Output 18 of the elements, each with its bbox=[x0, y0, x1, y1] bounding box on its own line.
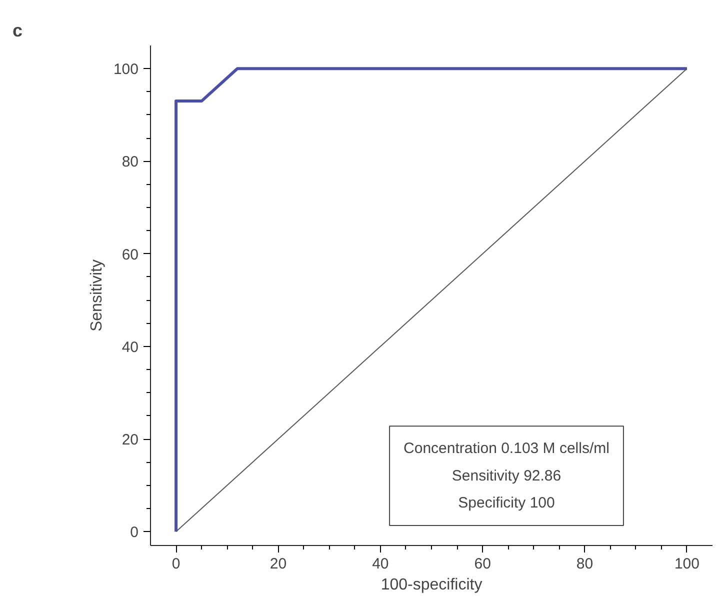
x-tick-label: 60 bbox=[474, 556, 491, 572]
y-tick-label: 40 bbox=[122, 338, 139, 356]
annotation: Sensitivity 92.86 bbox=[452, 467, 562, 484]
x-tick-label: 0 bbox=[172, 556, 180, 572]
y-tick-label: 100 bbox=[113, 61, 139, 78]
text: c bbox=[12, 20, 23, 40]
y-tick-label: 80 bbox=[122, 154, 139, 171]
x-tick-label: 20 bbox=[270, 556, 287, 572]
x-tick-label: 80 bbox=[576, 556, 594, 572]
y-tick-label: 20 bbox=[122, 432, 139, 449]
y-tick-label: 0 bbox=[130, 524, 138, 542]
x-tick-label: 100 bbox=[674, 556, 700, 572]
annotation: Concentration 0.103 M cells/ml bbox=[404, 440, 610, 458]
y-tick-label: 60 bbox=[122, 246, 139, 264]
y-axis-title: Sensitivity bbox=[88, 259, 106, 332]
annotation: Specificity 100 bbox=[458, 494, 555, 512]
x-tick-label: 40 bbox=[372, 556, 389, 572]
x-axis-title: 100-specificity bbox=[380, 576, 482, 594]
